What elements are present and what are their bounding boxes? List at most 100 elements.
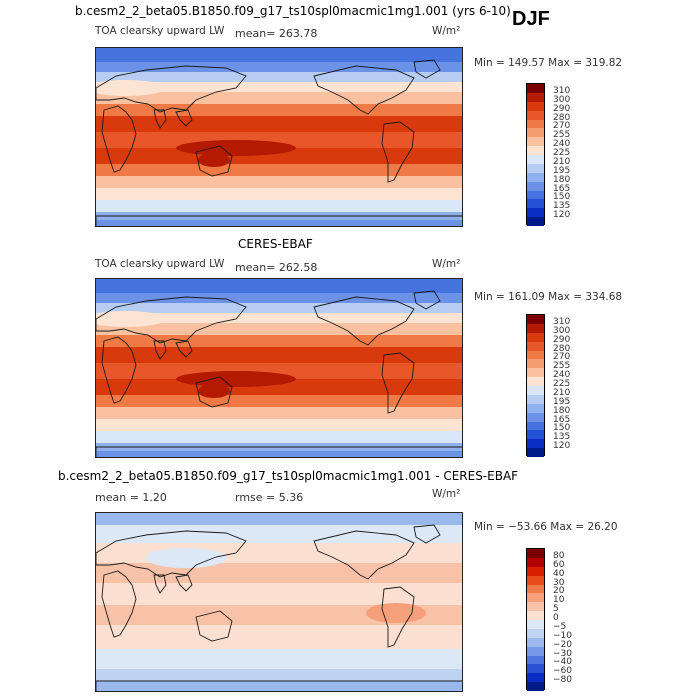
coastline bbox=[413, 59, 441, 79]
panel1-map-svg bbox=[96, 48, 462, 226]
map-band bbox=[96, 419, 462, 431]
colorbar-swatch bbox=[527, 208, 544, 218]
colorbar-tick-label: 240 bbox=[553, 139, 571, 150]
coastline bbox=[313, 296, 415, 346]
colorbar-tick-label: 300 bbox=[553, 94, 571, 105]
colorbar-tick-label: 80 bbox=[553, 550, 565, 561]
panel3-map bbox=[95, 512, 463, 692]
colorbar-swatch bbox=[527, 575, 544, 585]
colorbar-tick-label: 135 bbox=[553, 432, 571, 443]
panel3-minmax: Min = −53.66 Max = 26.20 bbox=[474, 521, 618, 533]
colorbar-swatch bbox=[527, 155, 544, 164]
coastline bbox=[195, 145, 233, 177]
coastline bbox=[153, 340, 167, 360]
map-hotspot bbox=[198, 384, 230, 398]
map-band bbox=[96, 583, 462, 605]
map-hotspot bbox=[176, 140, 296, 156]
map-band bbox=[96, 92, 462, 104]
map-band bbox=[96, 451, 462, 457]
map-band bbox=[96, 563, 462, 583]
colorbar-swatch bbox=[527, 421, 544, 431]
colorbar-tick-label: 10 bbox=[553, 595, 565, 606]
colorbar-tick-label: 120 bbox=[553, 441, 571, 452]
coastline bbox=[96, 215, 462, 226]
map-band bbox=[96, 407, 462, 419]
panel3-colorbar bbox=[526, 548, 545, 691]
colorbar-swatch bbox=[527, 412, 544, 422]
coastline bbox=[413, 524, 441, 544]
map-band bbox=[96, 48, 462, 62]
colorbar-swatch bbox=[527, 646, 544, 656]
colorbar-tick-label: 290 bbox=[553, 334, 571, 345]
coastline bbox=[381, 352, 415, 414]
panel1-units: W/m² bbox=[432, 25, 461, 37]
panel2-minmax: Min = 161.09 Max = 334.68 bbox=[474, 291, 623, 303]
colorbar-swatch bbox=[527, 110, 544, 120]
map-band bbox=[96, 649, 462, 669]
colorbar-swatch bbox=[527, 377, 544, 386]
colorbar-swatch bbox=[527, 101, 544, 111]
map-band bbox=[96, 347, 462, 363]
map-band bbox=[96, 431, 462, 443]
colorbar-swatch bbox=[527, 146, 544, 155]
map-band bbox=[96, 82, 462, 92]
colorbar-tick-label: 240 bbox=[553, 370, 571, 381]
colorbar-swatch bbox=[527, 637, 544, 647]
coastline bbox=[101, 336, 137, 404]
colorbar-swatch bbox=[527, 359, 544, 369]
map-coolspot bbox=[96, 311, 166, 327]
map-band bbox=[96, 669, 462, 681]
colorbar-tick-label: −40 bbox=[553, 657, 572, 668]
colorbar-swatch bbox=[527, 163, 544, 173]
map-band bbox=[96, 513, 462, 525]
colorbar-tick-label: −30 bbox=[553, 648, 572, 659]
colorbar-swatch bbox=[527, 137, 544, 147]
map-band bbox=[96, 188, 462, 200]
colorbar-swatch bbox=[527, 549, 544, 558]
panel3-title: b.cesm2_2_beta05.B1850.f09_g17_ts10spl0m… bbox=[58, 469, 519, 483]
colorbar-swatch bbox=[527, 611, 544, 620]
panel1-colorbar bbox=[526, 83, 545, 226]
colorbar-tick-label: 180 bbox=[553, 174, 571, 185]
panel1-map bbox=[95, 47, 463, 227]
map-band bbox=[96, 116, 462, 132]
coastline bbox=[96, 680, 462, 691]
colorbar-tick-label: 290 bbox=[553, 103, 571, 114]
coastline bbox=[96, 65, 247, 113]
colorbar-swatch bbox=[527, 332, 544, 342]
colorbar-swatch bbox=[527, 341, 544, 351]
panel2-title: CERES-EBAF bbox=[238, 237, 313, 251]
colorbar-tick-label: 20 bbox=[553, 586, 565, 597]
season-label: DJF bbox=[512, 8, 550, 30]
coastline bbox=[175, 109, 193, 127]
colorbar-tick-label: 280 bbox=[553, 112, 571, 123]
colorbar-tick-label: 150 bbox=[553, 423, 571, 434]
colorbar-swatch bbox=[527, 566, 544, 576]
panel3-map-svg bbox=[96, 513, 462, 691]
colorbar-tick-label: −20 bbox=[553, 639, 572, 650]
colorbar-swatch bbox=[527, 350, 544, 360]
colorbar-swatch bbox=[527, 557, 544, 567]
map-hotspot bbox=[198, 153, 230, 167]
colorbar-tick-label: 195 bbox=[553, 396, 571, 407]
map-band bbox=[96, 323, 462, 335]
colorbar-tick-label: 300 bbox=[553, 325, 571, 336]
panel3-mean: mean = 1.20 bbox=[95, 491, 167, 504]
colorbar-tick-label: 165 bbox=[553, 183, 571, 194]
colorbar-swatch bbox=[527, 682, 544, 691]
coastline bbox=[101, 105, 137, 173]
map-band bbox=[96, 164, 462, 176]
panel2-map-svg bbox=[96, 279, 462, 457]
map-coolspot bbox=[96, 80, 166, 96]
coastline bbox=[153, 574, 167, 594]
coastline bbox=[313, 530, 415, 580]
panel2-mean: mean= 262.58 bbox=[235, 261, 318, 274]
colorbar-tick-label: 135 bbox=[553, 201, 571, 212]
colorbar-swatch bbox=[527, 84, 544, 93]
map-band bbox=[96, 313, 462, 323]
panel1-variable: TOA clearsky upward LW bbox=[95, 25, 225, 37]
colorbar-tick-label: 225 bbox=[553, 379, 571, 389]
panel2-map bbox=[95, 278, 463, 458]
map-band bbox=[96, 395, 462, 407]
panel2-variable: TOA clearsky upward LW bbox=[95, 258, 225, 270]
